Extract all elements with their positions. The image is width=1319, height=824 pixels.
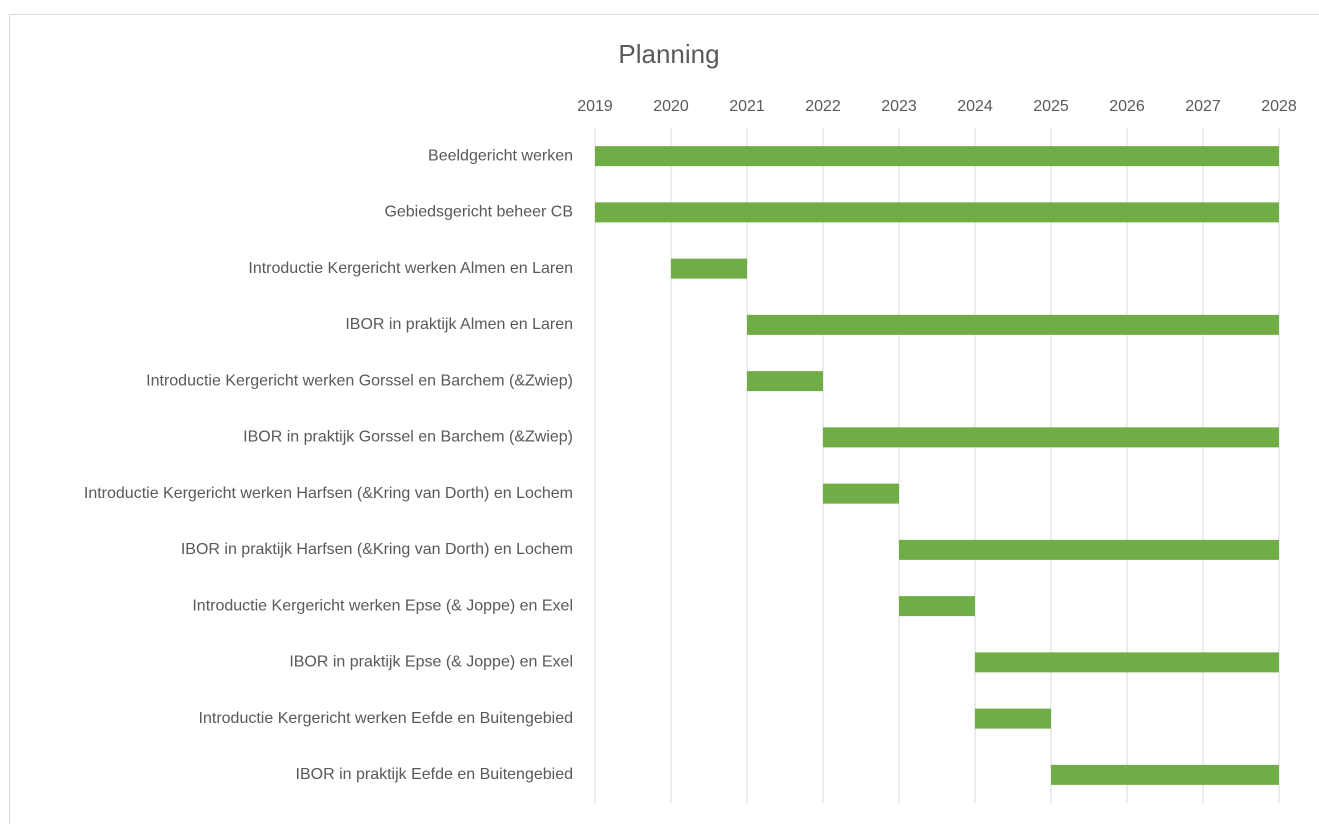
bar bbox=[671, 258, 747, 279]
x-tick-label: 2020 bbox=[653, 98, 689, 115]
x-tick-label: 2027 bbox=[1185, 98, 1221, 115]
x-tick-label: 2028 bbox=[1261, 98, 1297, 115]
x-tick-label: 2023 bbox=[881, 98, 917, 115]
bar bbox=[823, 427, 1279, 448]
y-tick-label: IBOR in praktijk Gorssel en Barchem (&Zw… bbox=[243, 429, 573, 446]
bar bbox=[747, 371, 823, 392]
bar bbox=[975, 652, 1279, 673]
y-tick-label: IBOR in praktijk Epse (& Joppe) en Exel bbox=[289, 654, 573, 671]
y-tick-label: Beeldgericht werken bbox=[428, 147, 573, 164]
bar bbox=[899, 596, 975, 617]
bar bbox=[823, 483, 899, 504]
y-tick-label: IBOR in praktijk Almen en Laren bbox=[345, 316, 573, 333]
x-tick-label: 2026 bbox=[1109, 98, 1145, 115]
x-tick-label: 2021 bbox=[729, 98, 765, 115]
chart-title: Planning bbox=[618, 39, 719, 69]
y-tick-label: Introductie Kergericht werken Almen en L… bbox=[248, 260, 573, 277]
bar bbox=[899, 539, 1279, 560]
bar bbox=[595, 146, 1279, 167]
x-tick-label: 2025 bbox=[1033, 98, 1069, 115]
y-tick-label: Gebiedsgericht beheer CB bbox=[384, 204, 573, 221]
x-tick-label: 2024 bbox=[957, 98, 993, 115]
bar bbox=[747, 314, 1279, 335]
bar bbox=[1051, 764, 1279, 785]
x-tick-label: 2022 bbox=[805, 98, 841, 115]
bar bbox=[595, 202, 1279, 223]
bar bbox=[975, 708, 1051, 729]
y-tick-label: IBOR in praktijk Harfsen (&Kring van Dor… bbox=[181, 541, 573, 558]
y-tick-label: IBOR in praktijk Eefde en Buitengebied bbox=[296, 766, 574, 783]
y-tick-label: Introductie Kergericht werken Eefde en B… bbox=[199, 710, 573, 727]
x-tick-label: 2019 bbox=[577, 98, 613, 115]
y-tick-label: Introductie Kergericht werken Gorssel en… bbox=[146, 372, 573, 389]
y-tick-label: Introductie Kergericht werken Epse (& Jo… bbox=[192, 597, 573, 614]
chart-frame bbox=[9, 14, 1319, 824]
y-tick-label: Introductie Kergericht werken Harfsen (&… bbox=[84, 485, 573, 502]
